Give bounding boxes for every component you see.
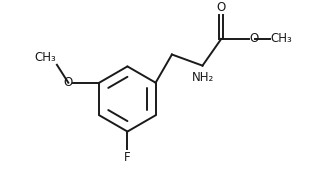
Text: O: O bbox=[63, 76, 72, 89]
Text: O: O bbox=[250, 32, 259, 45]
Text: CH₃: CH₃ bbox=[270, 32, 292, 45]
Text: NH₂: NH₂ bbox=[192, 72, 214, 84]
Text: O: O bbox=[217, 1, 226, 14]
Text: CH₃: CH₃ bbox=[34, 51, 56, 64]
Text: F: F bbox=[124, 151, 131, 164]
